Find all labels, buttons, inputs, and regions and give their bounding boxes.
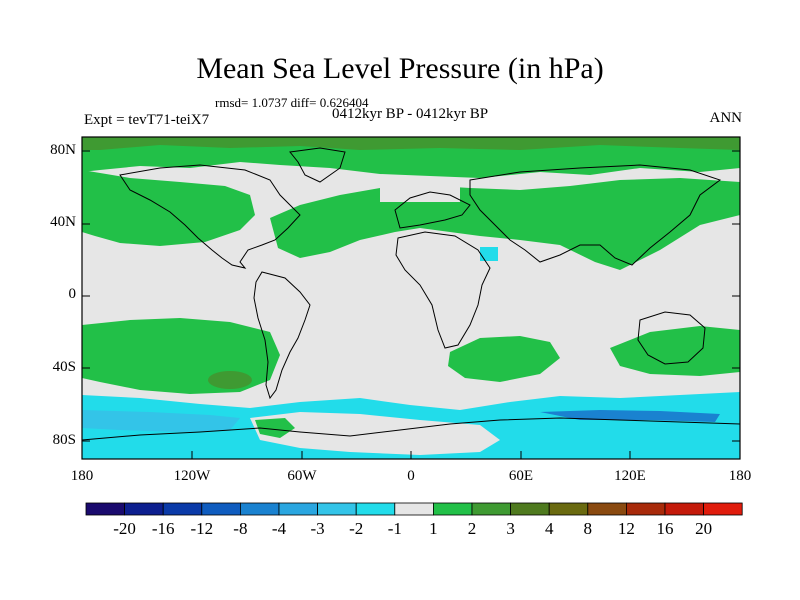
y-tick-label: 80N: [50, 142, 76, 158]
y-tick-label: 80S: [52, 432, 76, 448]
y-tick-label: 40N: [50, 214, 76, 230]
colorbar-label: -4: [271, 519, 287, 538]
stats-line: rmsd= 1.0737 diff= 0.626404: [215, 95, 369, 110]
colorbar-box: [124, 502, 164, 516]
colorbar-box: [278, 502, 318, 516]
colorbar-box: [432, 502, 473, 516]
colorbar-box: [510, 502, 550, 516]
field-arctic-dark: [82, 137, 740, 150]
colorbar-box: [548, 502, 589, 516]
colorbar-label: 20: [695, 519, 713, 538]
colorbar: [85, 502, 743, 516]
field-patch-dark: [208, 371, 252, 389]
field-patch-arabia: [480, 247, 498, 261]
colorbar-box: [85, 502, 125, 516]
colorbar-box: [664, 502, 704, 516]
x-tick-label: 180: [70, 468, 94, 484]
x-tick-label: 60W: [287, 468, 317, 484]
colorbar-label: -3: [310, 519, 325, 538]
colorbar-box: [394, 502, 434, 516]
colorbar-label: 3: [506, 519, 515, 538]
field-gap-europe: [380, 182, 460, 202]
field-band-southern-blue: [82, 410, 240, 432]
colorbar-box: [239, 502, 280, 516]
colorbar-label: 4: [544, 519, 554, 538]
field-band-sindian: [448, 336, 560, 382]
colorbar-box: [703, 502, 743, 516]
x-tick-label: 120W: [173, 468, 211, 484]
field-band-npacific: [82, 170, 255, 246]
colorbar-label: -16: [151, 519, 175, 538]
colorbar-label: 8: [583, 519, 593, 538]
colorbar-label: -8: [233, 519, 248, 538]
period-label: 0412kyr BP - 0412kyr BP: [331, 106, 489, 122]
colorbar-box: [471, 502, 511, 516]
colorbar-label: -20: [113, 519, 136, 538]
map-field: [82, 137, 740, 459]
field-antarctic-green: [255, 418, 295, 438]
colorbar-box: [587, 502, 627, 516]
y-tick-label: 40S: [52, 359, 76, 375]
season-label: ANN: [709, 110, 743, 126]
axis-ticks: [82, 150, 740, 459]
colorbar-box: [355, 502, 396, 516]
colorbar-label: -12: [190, 519, 214, 538]
colorbar-label: -1: [387, 519, 402, 538]
colorbar-box: [626, 502, 666, 516]
colorbar-box: [201, 502, 241, 516]
colorbar-label: 16: [656, 519, 674, 538]
map-title: Mean Sea Level Pressure (in hPa): [196, 52, 604, 85]
y-tick-label: 0: [68, 286, 77, 302]
x-tick-label: 0: [407, 468, 415, 484]
coastlines: [82, 147, 740, 441]
colorbar-label: 12: [617, 519, 635, 538]
x-tick-label: 120E: [614, 468, 646, 484]
colorbar-label: 2: [467, 519, 477, 538]
experiment-label: Expt = tevT71-teiX7: [84, 112, 210, 128]
x-tick-label: 60E: [508, 468, 534, 484]
colorbar-label: -2: [349, 519, 364, 538]
colorbar-label: 1: [429, 519, 438, 538]
colorbar-box: [162, 502, 203, 516]
x-tick-label: 180: [728, 468, 752, 484]
field-band-australia: [610, 326, 740, 376]
colorbar-box: [317, 502, 357, 516]
